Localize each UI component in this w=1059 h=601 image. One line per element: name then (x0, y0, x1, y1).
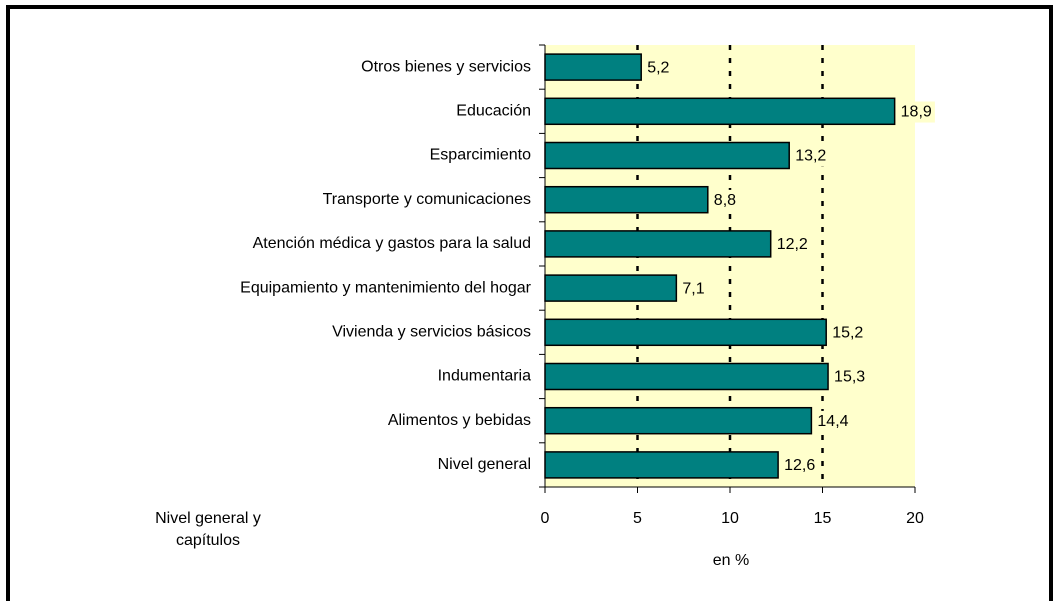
y-tick-label: Alimentos y bebidas (388, 412, 531, 429)
data-label-bg (644, 57, 673, 79)
frame (6, 5, 1053, 601)
data-label: 15,2 (832, 325, 863, 342)
bar (544, 274, 678, 302)
data-label: 7,1 (682, 280, 704, 297)
y-tick-label: Indumentaria (438, 368, 531, 385)
x-tick-label: 5 (633, 510, 642, 527)
data-label: 15,3 (834, 369, 865, 386)
data-label-bg (792, 145, 830, 167)
data-label-bg (710, 189, 740, 211)
data-label-bg (829, 322, 867, 344)
y-tick-label: Vivienda y servicios básicos (332, 324, 531, 341)
data-label: 12,2 (777, 236, 808, 253)
bar (544, 141, 790, 170)
bar (544, 230, 772, 258)
data-label-bg (773, 234, 811, 256)
data-label-bg (814, 410, 852, 432)
data-label-bg (679, 278, 708, 300)
bar (544, 185, 709, 214)
data-label: 13,2 (795, 148, 826, 165)
y-tick-label: Equipamiento y mantenimiento del hogar (240, 279, 532, 296)
y-tick-label: Educación (456, 103, 531, 120)
y-tick-label: Nivel general (438, 456, 531, 473)
data-label: 18,9 (901, 104, 932, 121)
bar (544, 362, 829, 391)
bar (544, 97, 896, 126)
x-tick-label: 15 (814, 510, 832, 527)
y-tick-label: Transporte y comunicaciones (323, 191, 531, 208)
x-axis-title: en % (713, 552, 749, 569)
data-label-bg (781, 455, 819, 477)
y-tick-label: Otros bienes y servicios (361, 58, 531, 75)
bar (544, 451, 779, 479)
data-label: 14,4 (817, 413, 848, 430)
data-label: 12,6 (784, 457, 815, 474)
bar (544, 53, 642, 81)
data-label-bg (897, 101, 935, 123)
x-tick-label: 20 (906, 510, 924, 527)
y-tick-label: Atención médica y gastos para la salud (253, 235, 531, 252)
data-label: 8,8 (714, 192, 736, 209)
data-label: 5,2 (647, 59, 669, 76)
x-tick-label: 10 (721, 510, 739, 527)
y-axis-title: Nivel general y capítulos (155, 510, 261, 549)
y-tick-label: Esparcimiento (430, 147, 531, 164)
bar (544, 318, 827, 347)
x-tick-label: 0 (541, 510, 550, 527)
bar (544, 406, 813, 435)
data-label-bg (831, 366, 869, 388)
